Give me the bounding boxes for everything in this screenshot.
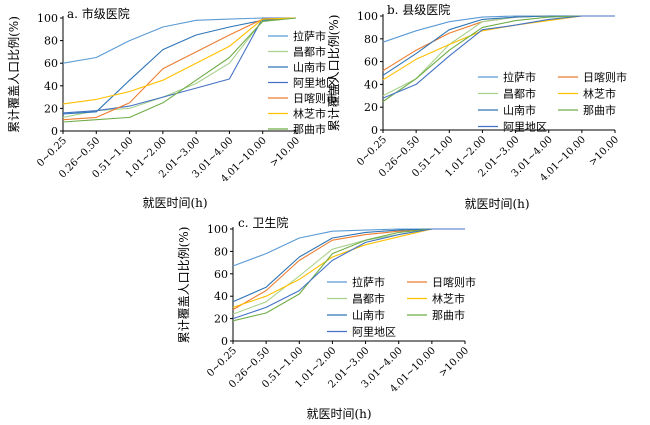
y-tick-label: 20 (214, 313, 228, 326)
x-tick-label: >10.00 (268, 135, 302, 169)
y-tick-label: 80 (44, 35, 58, 48)
series-line-那曲市 (62, 17, 297, 123)
y-axis-label: 累计覆盖人口比例(%) (327, 15, 341, 132)
legend-label: 拉萨市 (293, 29, 326, 43)
panel-title: b. 县级医院 (387, 3, 450, 17)
x-tick-label: 0~0.25 (35, 135, 69, 169)
y-tick-label: 0 (221, 335, 228, 348)
x-axis-label: 就医时间(h) (142, 196, 207, 210)
y-tick-label: 100 (37, 12, 58, 25)
legend-label: 日喀则市 (432, 275, 476, 289)
series-line-拉萨市 (232, 228, 465, 267)
legend-label: 林芝市 (293, 107, 326, 121)
x-tick-label: 0~0.25 (205, 345, 239, 379)
series-line-林芝市 (232, 228, 465, 308)
series-line-阿里地区 (232, 228, 465, 320)
legend-label: 山南市 (352, 308, 385, 322)
y-tick-label: 80 (364, 33, 378, 46)
y-tick-label: 40 (364, 78, 378, 91)
y-tick-label: 60 (214, 268, 228, 281)
series-line-昌都市 (62, 17, 297, 118)
y-tick-label: 40 (214, 290, 228, 303)
legend-label: 阿里地区 (503, 121, 547, 134)
x-axis-label: 就医时间(h) (464, 197, 529, 211)
legend-label: 拉萨市 (352, 275, 385, 289)
legend-label: 林芝市 (432, 292, 465, 306)
x-axis-label: 就医时间(h) (306, 407, 371, 421)
y-tick-label: 60 (44, 57, 58, 70)
legend-label: 那曲市 (432, 308, 465, 322)
legend-label: 昌都市 (352, 292, 385, 306)
y-axis-label: 累计覆盖人口比例(%) (177, 227, 191, 344)
legend-label: 日喀则市 (293, 91, 337, 105)
legend-label: 昌都市 (293, 45, 326, 59)
legend-label: 林芝市 (583, 87, 616, 101)
legend-label: 那曲市 (293, 122, 326, 136)
y-tick-label: 40 (44, 80, 58, 93)
legend-label: 日喀则市 (583, 70, 627, 84)
legend-label: 阿里地区 (352, 326, 396, 339)
panel-title: a. 市级医院 (67, 6, 130, 21)
y-tick-label: 0 (371, 124, 378, 137)
y-tick-label: 20 (364, 101, 378, 114)
series-line-山南市 (62, 17, 297, 115)
legend-label: 那曲市 (583, 103, 616, 117)
y-tick-label: 20 (44, 102, 58, 115)
legend-label: 阿里地区 (293, 77, 337, 90)
x-tick-label: 0~0.25 (355, 134, 389, 168)
series-line-山南市 (232, 228, 465, 303)
y-tick-label: 60 (364, 56, 378, 69)
x-tick-label: >10.00 (437, 345, 471, 379)
series-line-日喀则市 (232, 228, 465, 311)
legend-label: 山南市 (293, 60, 326, 74)
y-tick-label: 100 (207, 223, 228, 236)
series-line-日喀则市 (62, 17, 297, 121)
y-tick-label: 80 (214, 245, 228, 258)
x-tick-label: >10.00 (587, 134, 621, 168)
legend-label: 拉萨市 (503, 70, 536, 84)
y-tick-label: 0 (51, 125, 58, 138)
y-tick-label: 100 (357, 10, 378, 23)
series-line-山南市 (382, 15, 615, 76)
legend-label: 昌都市 (503, 87, 536, 101)
chart-panel-2: 0204060801000~0.250.26~0.500.51~1.001.01… (177, 216, 476, 421)
series-line-昌都市 (232, 228, 465, 315)
legend-label: 山南市 (503, 103, 536, 117)
chart-panel-0: 0204060801000~0.250.26~0.500.51~1.001.01… (7, 6, 337, 210)
panel-title: c. 卫生院 (238, 216, 288, 230)
series-line-林芝市 (62, 17, 297, 105)
series-line-拉萨市 (62, 17, 296, 64)
series-line-阿里地区 (382, 15, 615, 99)
series-line-林芝市 (382, 15, 615, 81)
chart-panel-1: 0204060801000~0.250.26~0.500.51~1.001.01… (327, 3, 627, 211)
y-axis-label: 累计覆盖人口比例(%) (7, 16, 21, 133)
